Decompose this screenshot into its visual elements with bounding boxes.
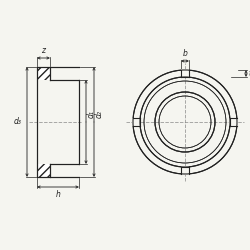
Text: h: h — [56, 190, 60, 199]
Bar — [132, 118, 141, 126]
Text: d₂: d₂ — [95, 110, 104, 118]
Text: t: t — [249, 69, 250, 78]
Text: z: z — [42, 46, 46, 55]
Bar — [37, 67, 50, 80]
Bar — [181, 69, 189, 78]
Text: b: b — [182, 49, 188, 58]
Bar — [229, 118, 238, 126]
Bar — [37, 67, 50, 80]
Bar — [37, 164, 50, 177]
Bar — [37, 80, 79, 164]
Bar — [37, 164, 50, 177]
Text: d₃: d₃ — [14, 118, 22, 126]
Bar — [181, 166, 189, 175]
Text: d₁: d₁ — [87, 110, 96, 118]
